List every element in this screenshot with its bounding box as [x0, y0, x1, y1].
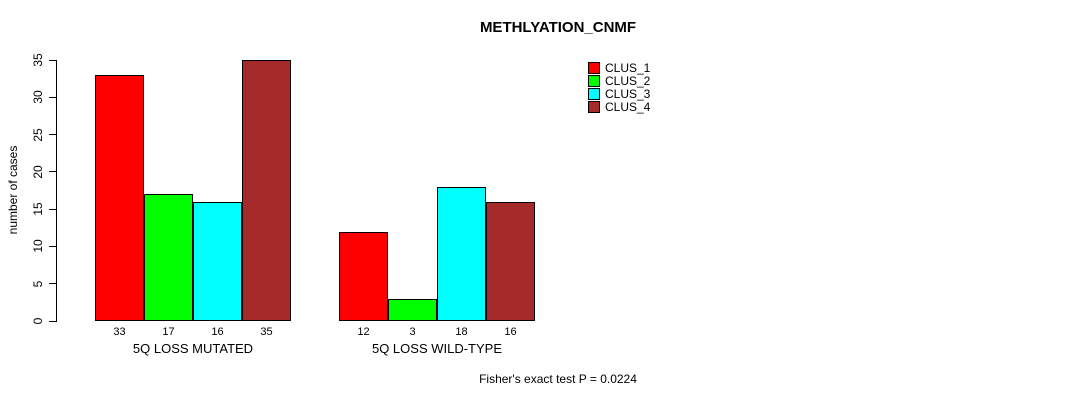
legend: CLUS_1 CLUS_2 CLUS_3 CLUS_4: [588, 60, 651, 114]
bar-clus_4-group2: [486, 202, 535, 321]
bar-value-label: 16: [504, 326, 517, 338]
y-axis-tick-label: 15: [31, 202, 45, 216]
legend-row: CLUS_3: [588, 86, 651, 101]
bar-clus_3-group2: [437, 187, 486, 321]
y-axis-tick-label: 0: [31, 317, 45, 325]
legend-swatch-clus_3: [588, 87, 600, 100]
bar-value-label: 35: [260, 326, 273, 338]
bar-clus_4-group1: [242, 60, 291, 321]
y-axis-tick-label: 20: [31, 165, 45, 179]
legend-row: CLUS_4: [588, 99, 651, 114]
bar-value-label: 12: [357, 326, 370, 338]
y-axis-tick: [49, 208, 56, 210]
y-axis-line: [56, 60, 57, 322]
legend-label: CLUS_1: [605, 60, 651, 75]
bar-value-label: 3: [409, 326, 416, 338]
bar-value-label: 16: [211, 326, 224, 338]
y-axis-tick: [49, 320, 56, 322]
y-axis-label: number of cases: [6, 145, 20, 235]
chart-title: METHLYATION_CNMF: [479, 19, 637, 36]
y-axis-tick: [49, 283, 56, 285]
legend-label: CLUS_2: [605, 73, 651, 88]
y-axis-tick-label: 30: [31, 90, 45, 104]
legend-swatch-clus_2: [588, 74, 600, 87]
legend-row: CLUS_1: [588, 60, 651, 75]
y-axis-tick: [49, 96, 56, 98]
legend-label: CLUS_3: [605, 86, 651, 101]
y-axis-tick: [49, 245, 56, 247]
x-axis-group-label: 5Q LOSS WILD-TYPE: [371, 341, 503, 356]
y-axis-tick-label: 25: [31, 127, 45, 142]
y-axis-tick: [49, 171, 56, 173]
bar-value-label: 17: [162, 326, 175, 338]
legend-label: CLUS_4: [605, 99, 651, 114]
x-axis-group-label: 5Q LOSS MUTATED: [132, 341, 254, 356]
bar-clus_2-group1: [144, 194, 193, 321]
bar-clus_1-group2: [339, 232, 388, 321]
y-axis-tick: [49, 59, 56, 61]
y-axis-tick-label: 10: [31, 239, 45, 254]
y-axis-tick: [49, 134, 56, 136]
y-axis-tick-label: 5: [31, 280, 45, 288]
legend-row: CLUS_2: [588, 73, 651, 88]
plot-area: 0 5 10 15 20 25 30 35 33 17 16 35 5Q LOSS MUTATED 12 3…: [31, 53, 577, 356]
bar-clus_2-group2: [388, 299, 437, 321]
bar-clus_1-group1: [95, 75, 144, 321]
bar-value-label: 18: [455, 326, 468, 338]
bar-value-label: 33: [113, 326, 126, 338]
footer-annotation: Fisher's exact test P = 0.0224: [479, 372, 637, 386]
legend-swatch-clus_4: [588, 100, 600, 113]
legend-swatch-clus_1: [588, 61, 600, 74]
y-axis-tick-label: 35: [31, 53, 45, 67]
bar-clus_3-group1: [193, 202, 242, 321]
